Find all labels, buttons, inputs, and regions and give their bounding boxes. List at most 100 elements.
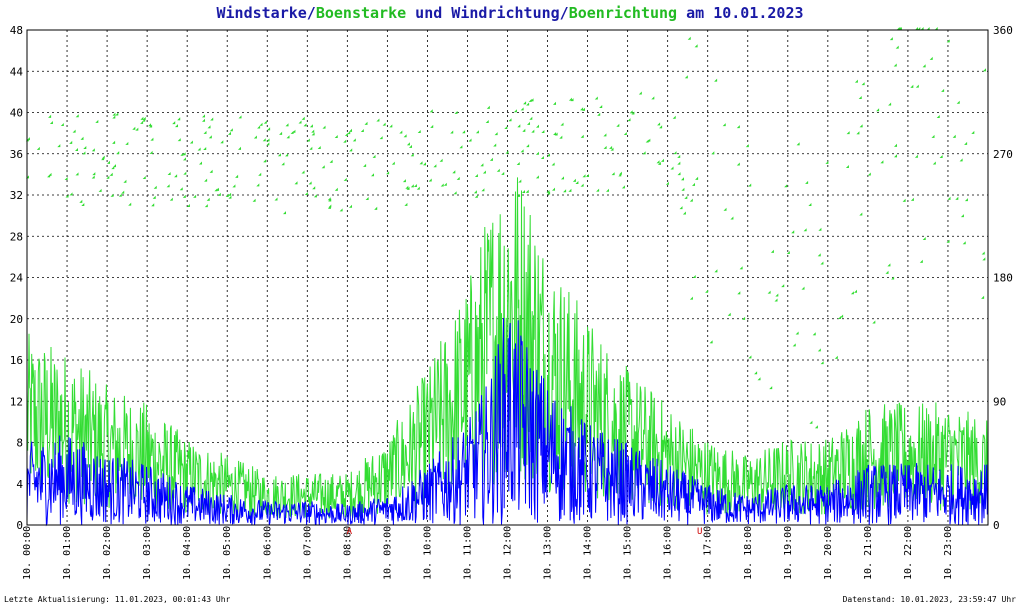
boenrichtung-point [306,138,310,142]
boenrichtung-point [941,88,945,92]
boenrichtung-point [898,27,902,31]
boenrichtung-point [486,105,490,109]
boenrichtung-point [304,192,308,196]
boenrichtung-point [902,198,906,202]
boenrichtung-point [803,228,807,232]
x-tick-22: 10. 22:00 [903,526,914,580]
boenrichtung-point [656,160,660,164]
title-part-0: Windstarke [216,4,306,22]
boenrichtung-point [535,151,539,155]
y-left-tick-10: 40 [10,107,23,120]
boenrichtung-point [283,211,287,215]
boenrichtung-point [382,122,386,126]
boenrichtung-point [781,284,785,288]
boenrichtung-point [609,145,613,149]
x-tick-3: 10. 03:00 [142,526,153,580]
boenrichtung-point [651,96,655,100]
boenrichtung-point [513,109,517,113]
marker-0: A [347,527,353,537]
boenrichtung-point [256,183,260,187]
boenrichtung-point [516,162,520,166]
boenrichtung-point [553,101,557,105]
boenrichtung-point [312,186,316,190]
boenrichtung-point [475,130,479,134]
boenrichtung-point [572,178,576,182]
boenrichtung-point [505,150,509,154]
boenrichtung-point [26,175,30,179]
boenrichtung-point [175,124,179,128]
boenrichtung-point [597,112,601,116]
title-part-5: / [560,4,569,22]
x-tick-9: 10. 09:00 [382,526,393,580]
boenrichtung-point [723,207,727,211]
boenrichtung-point [416,186,420,190]
boenrichtung-point [238,115,242,119]
boenrichtung-point [228,192,232,196]
boenrichtung-point [618,171,622,175]
boenrichtung-point [149,150,153,154]
boenrichtung-point [80,136,84,140]
y-left-tick-0: 0 [16,519,23,532]
x-tick-12: 10. 12:00 [503,526,514,580]
x-tick-4: 10. 04:00 [182,526,193,580]
boenrichtung-point [405,185,409,189]
boenrichtung-point [748,183,752,187]
boenrichtung-point [520,107,524,111]
boenrichtung-point [517,193,521,197]
boenrichtung-point [661,158,665,162]
boenrichtung-point [910,197,914,201]
boenrichtung-point [406,186,410,190]
boenrichtung-point [294,181,298,185]
boenrichtung-point [774,298,778,302]
boenrichtung-point [263,120,267,124]
boenrichtung-point [494,132,498,136]
boenrichtung-point [623,132,627,136]
boenrichtung-point [858,96,862,100]
boenrichtung-point [501,171,505,175]
y-right-tick-4: 360 [993,24,1013,37]
boenrichtung-point [481,188,485,192]
boenrichtung-point [179,187,183,191]
series-windstarke [26,317,989,527]
boenrichtung-point [896,27,900,31]
boenrichtung-point [81,203,85,207]
boenrichtung-point [525,189,529,193]
boenrichtung-point [413,184,417,188]
boenrichtung-point [252,198,256,202]
boenrichtung-point [279,131,283,135]
y-left-tick-6: 24 [10,272,24,285]
boenrichtung-point [462,130,466,134]
boenrichtung-point [290,130,294,134]
boenrichtung-point [621,185,625,189]
boenrichtung-point [372,154,376,158]
boenrichtung-point [203,147,207,151]
boenrichtung-point [364,121,368,125]
boenrichtung-point [517,124,521,128]
boenrichtung-point [229,128,233,132]
boenrichtung-point [439,158,443,162]
boenrichtung-point [529,116,533,120]
boenrichtung-point [677,172,681,176]
boenrichtung-point [301,170,305,174]
title-part-4: Windrichtung [451,4,559,22]
boenrichtung-point [344,132,348,136]
title-part-3: und [406,4,451,22]
boenrichtung-point [232,184,236,188]
boenrichtung-point [727,312,731,316]
boenrichtung-point [812,332,816,336]
boenrichtung-point [959,158,963,162]
y-axis-right: 0 90 180 270 360 [993,24,1013,532]
boenrichtung-point [526,144,530,148]
boenrichtung-point [267,127,271,131]
boenrichtung-point [349,204,353,208]
boenrichtung-point [867,172,871,176]
boenrichtung-point [83,146,87,150]
boenrichtung-point [327,197,331,201]
y-left-tick-1: 4 [16,478,23,491]
boenrichtung-point [343,139,347,143]
boenrichtung-point [220,140,224,144]
boenrichtung-point [791,230,795,234]
boenrichtung-point [274,197,278,201]
boenrichtung-point [468,138,472,142]
